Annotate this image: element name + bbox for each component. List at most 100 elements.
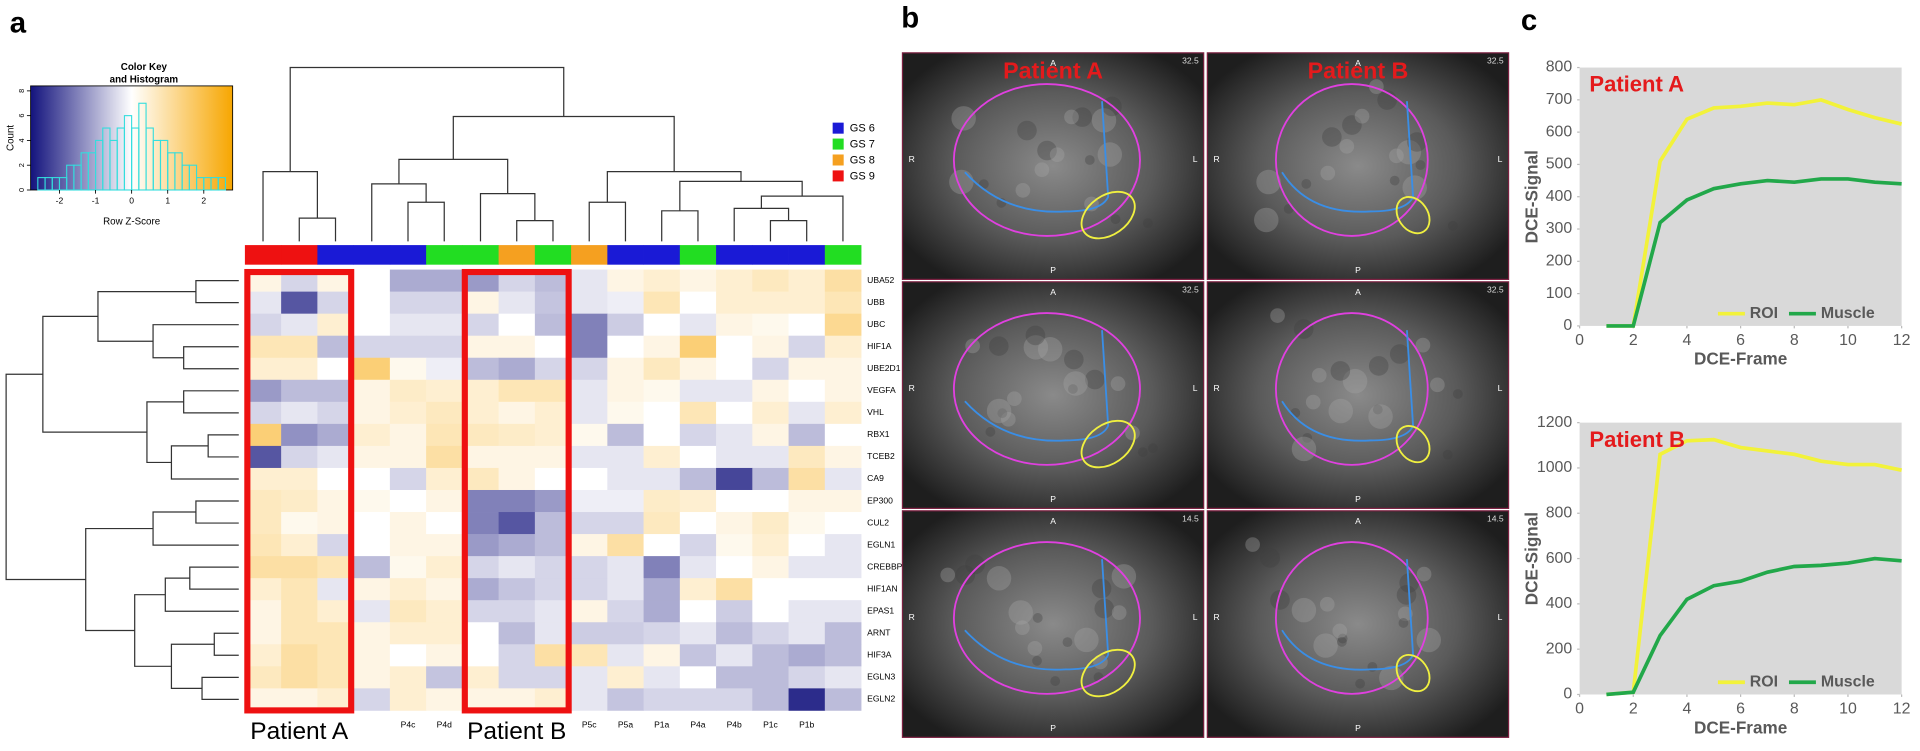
heatmap-cell <box>679 600 717 623</box>
heatmap-cell <box>244 556 282 579</box>
mri-texture <box>986 398 1012 424</box>
x-tick-label: -2 <box>56 195 64 205</box>
mri-texture <box>1037 140 1057 161</box>
row-label: TCEB2 <box>867 451 895 461</box>
mri-texture <box>1342 368 1368 394</box>
group-bar <box>607 245 644 265</box>
legend-label: Muscle <box>1821 305 1875 322</box>
group-bar <box>317 245 354 265</box>
y-tick-label: 4 <box>17 138 26 142</box>
heatmap-cell <box>679 644 717 667</box>
heatmap-cell <box>752 291 789 315</box>
mri-texture <box>1322 127 1342 147</box>
heatmap-cell <box>426 622 463 645</box>
heatmap-cell <box>498 313 536 337</box>
y-tick-label: 400 <box>1546 188 1573 205</box>
mri-texture <box>1270 590 1290 610</box>
y-axis-label: DCE-Signal <box>1522 512 1542 605</box>
heatmap-cell <box>571 467 608 491</box>
heatmap-cell <box>498 357 536 381</box>
heatmap-cell <box>281 489 318 513</box>
mri-image <box>1206 510 1510 738</box>
group-bar <box>353 245 391 265</box>
heatmap-cell <box>788 467 826 491</box>
heatmap-cell <box>752 666 789 689</box>
mri-texture <box>1416 566 1432 582</box>
legend-label: GS 9 <box>850 170 875 182</box>
orientation-label: A <box>1355 58 1361 68</box>
heatmap-cell <box>462 379 499 403</box>
mri-image <box>1206 281 1510 509</box>
heatmap-cell <box>824 556 862 579</box>
heatmap-cell <box>607 512 644 535</box>
heatmap-cell <box>643 688 681 711</box>
heatmap-cell <box>607 379 644 403</box>
heatmap-cell <box>679 445 717 469</box>
mri-texture <box>1302 432 1313 443</box>
heatmap-cell <box>534 445 572 469</box>
heatmap-cell <box>389 622 427 645</box>
heatmap-cell <box>643 556 681 579</box>
heatmap-cell <box>788 534 826 557</box>
mri-texture <box>1442 449 1453 460</box>
heatmap-cell <box>679 622 717 645</box>
heatmap-cell <box>752 688 789 711</box>
heatmap-cell <box>643 512 681 535</box>
heatmap-cell <box>571 357 608 381</box>
heatmap-cell <box>607 269 644 292</box>
group-bar <box>389 245 427 265</box>
dendrogram-branch <box>516 219 554 242</box>
heatmap-cell <box>752 644 789 667</box>
heatmap-cell <box>498 600 536 623</box>
heatmap-cell <box>824 534 862 557</box>
heatmap-cell <box>607 644 644 667</box>
heatmap-cell <box>716 379 753 403</box>
heatmap-cell <box>824 313 862 337</box>
panel-label: b <box>901 2 919 35</box>
heatmap-cell <box>607 467 644 491</box>
heatmap-cell <box>462 644 499 667</box>
heatmap-cell <box>353 335 391 359</box>
heatmap-cell <box>607 291 644 315</box>
heatmap-cell <box>353 401 391 425</box>
heatmap-cell <box>752 357 789 381</box>
mri-texture <box>1397 606 1413 622</box>
heatmap-cell <box>244 666 282 689</box>
x-tick-label: 2 <box>1629 332 1638 349</box>
prostate-contour <box>1275 541 1429 695</box>
key-title: Color Key <box>121 62 168 73</box>
heatmap-cell <box>498 379 536 403</box>
prostate-contour <box>1275 83 1429 237</box>
heatmap-cell <box>607 357 644 381</box>
row-label: EPAS1 <box>867 605 894 615</box>
heatmap-cell <box>571 600 608 623</box>
series-line <box>1606 556 1902 697</box>
group-bar <box>643 245 681 265</box>
heatmap-cell <box>607 688 644 711</box>
heatmap-cell <box>607 401 644 425</box>
row-label: UBB <box>867 297 885 307</box>
heatmap-cell <box>571 313 608 337</box>
mri-texture <box>1125 425 1140 441</box>
row-label: EP300 <box>867 495 893 505</box>
orientation-label: P <box>1355 265 1361 275</box>
heatmap-cell <box>643 622 681 645</box>
heatmap-cell <box>571 269 608 292</box>
heatmap-cell <box>716 291 753 315</box>
panel-label: c <box>1521 4 1537 37</box>
heatmap-cell <box>426 489 463 513</box>
mri-texture <box>1148 443 1158 454</box>
x-tick-label: 1 <box>165 195 170 205</box>
heatmap-cell <box>353 556 391 579</box>
heatmap-cell <box>534 600 572 623</box>
heatmap-cell <box>498 622 536 645</box>
heatmap-cell <box>389 600 427 623</box>
heatmap-cell <box>281 688 318 711</box>
heatmap-cell <box>389 688 427 711</box>
row-label: HIF1A <box>867 341 892 351</box>
heatmap-cell <box>353 622 391 645</box>
heatmap-cell <box>534 644 572 667</box>
orientation-label: R <box>1213 612 1219 622</box>
row-label: CUL2 <box>867 517 889 527</box>
